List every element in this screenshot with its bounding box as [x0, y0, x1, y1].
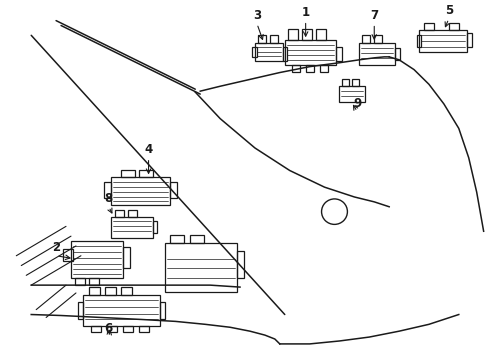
Bar — [352, 80, 359, 86]
Bar — [305, 65, 313, 72]
Bar — [121, 287, 131, 295]
Bar — [251, 47, 256, 57]
Bar — [122, 247, 129, 269]
Bar — [373, 35, 382, 43]
Bar — [418, 30, 466, 52]
Bar — [152, 221, 157, 233]
Bar — [342, 80, 349, 86]
Bar — [416, 35, 420, 47]
Bar — [466, 33, 471, 47]
Bar — [287, 30, 297, 40]
Bar — [121, 170, 134, 177]
Bar — [89, 287, 100, 295]
Bar — [75, 278, 85, 285]
Bar — [190, 235, 204, 243]
Bar — [111, 217, 152, 238]
Bar — [257, 35, 265, 43]
Bar — [165, 243, 237, 292]
Bar — [269, 35, 277, 43]
Text: 8: 8 — [104, 192, 113, 205]
Bar — [91, 326, 101, 332]
Bar — [106, 326, 117, 332]
Bar — [315, 30, 325, 40]
Bar — [127, 210, 136, 217]
Bar — [282, 47, 286, 61]
Bar — [104, 287, 116, 295]
Bar — [115, 210, 123, 217]
Bar — [359, 43, 394, 65]
Bar — [237, 251, 244, 278]
Bar — [291, 65, 299, 72]
Bar — [89, 278, 99, 285]
Text: 3: 3 — [252, 9, 261, 22]
Bar — [170, 235, 184, 243]
Bar — [83, 295, 160, 326]
Bar — [160, 302, 165, 319]
Text: 6: 6 — [104, 322, 113, 335]
Text: 2: 2 — [52, 241, 60, 254]
Bar — [336, 47, 342, 61]
Bar — [284, 40, 336, 65]
Bar — [394, 48, 399, 60]
Bar — [423, 23, 433, 30]
Bar — [319, 65, 327, 72]
Text: 7: 7 — [369, 9, 378, 22]
Bar — [78, 302, 83, 319]
Bar — [254, 43, 282, 61]
Bar — [71, 241, 122, 278]
Text: 9: 9 — [352, 97, 361, 110]
Bar — [122, 326, 132, 332]
Bar — [448, 23, 458, 30]
Bar — [339, 86, 365, 102]
Bar — [170, 182, 177, 198]
Bar — [138, 170, 152, 177]
Text: 4: 4 — [144, 143, 152, 156]
Bar — [138, 326, 148, 332]
Text: 1: 1 — [301, 6, 309, 19]
Bar — [103, 182, 111, 198]
Bar — [301, 30, 311, 40]
Bar — [362, 35, 369, 43]
Bar — [63, 249, 73, 261]
Bar — [111, 177, 170, 205]
Text: 5: 5 — [444, 4, 452, 17]
